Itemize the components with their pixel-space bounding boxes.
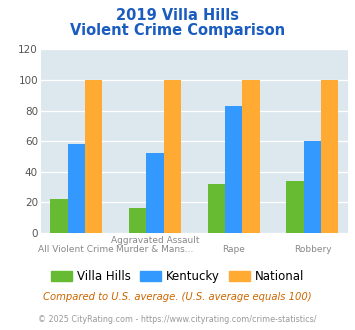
Text: All Violent Crime: All Violent Crime xyxy=(38,245,114,254)
Bar xyxy=(321,80,338,233)
Text: © 2025 CityRating.com - https://www.cityrating.com/crime-statistics/: © 2025 CityRating.com - https://www.city… xyxy=(38,315,317,324)
Bar xyxy=(85,80,102,233)
Text: Rape: Rape xyxy=(222,245,245,254)
Text: 2019 Villa Hills: 2019 Villa Hills xyxy=(116,8,239,23)
Bar xyxy=(225,106,242,233)
Bar xyxy=(164,80,181,233)
Legend: Villa Hills, Kentucky, National: Villa Hills, Kentucky, National xyxy=(46,265,309,287)
Bar xyxy=(50,199,67,233)
Bar xyxy=(304,141,321,233)
Bar xyxy=(286,181,304,233)
Bar xyxy=(208,184,225,233)
Text: Violent Crime Comparison: Violent Crime Comparison xyxy=(70,23,285,38)
Text: Aggravated Assault: Aggravated Assault xyxy=(111,236,199,245)
Bar xyxy=(146,153,164,233)
Bar xyxy=(67,144,85,233)
Bar xyxy=(242,80,260,233)
Text: Murder & Mans...: Murder & Mans... xyxy=(116,245,194,254)
Text: Compared to U.S. average. (U.S. average equals 100): Compared to U.S. average. (U.S. average … xyxy=(43,292,312,302)
Text: Robbery: Robbery xyxy=(294,245,331,254)
Bar xyxy=(129,208,146,233)
